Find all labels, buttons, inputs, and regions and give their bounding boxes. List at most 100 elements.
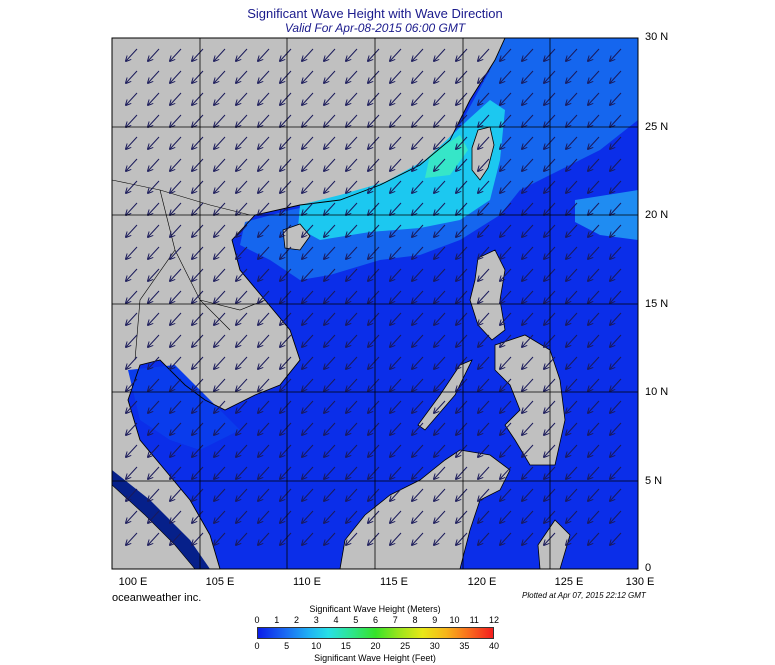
wave-arrow [610, 334, 622, 347]
wave-arrow [170, 246, 182, 259]
wave-arrow [126, 224, 138, 237]
wave-arrow [434, 48, 446, 61]
wave-arrow [236, 290, 248, 303]
wave-arrow [544, 422, 556, 435]
wave-arrow [236, 268, 248, 281]
wave-arrow [324, 356, 336, 369]
wave-arrow [544, 510, 556, 523]
wave-arrow [412, 312, 424, 325]
wave-arrow [214, 532, 226, 545]
wave-arrow [192, 510, 204, 523]
wave-arrow [126, 532, 138, 545]
wave-arrow [456, 70, 468, 83]
wave-arrow [434, 180, 446, 193]
wave-arrow [324, 48, 336, 61]
wave-arrow [412, 400, 424, 413]
lat-label: 30 N [645, 31, 669, 43]
wave-arrow [192, 114, 204, 127]
wave-arrow [214, 378, 226, 391]
wave-arrow [346, 70, 358, 83]
wave-arrow [302, 400, 314, 413]
colorbar-feet-tick: 10 [311, 641, 322, 651]
wave-arrow [170, 532, 182, 545]
wave-arrow [280, 378, 292, 391]
wave-arrow [412, 246, 424, 259]
hainan-island [282, 223, 311, 251]
wave-arrow [126, 488, 138, 501]
country-borders [112, 179, 266, 361]
wave-arrow [434, 488, 446, 501]
wave-arrow [214, 422, 226, 435]
wave-arrow [346, 378, 358, 391]
wave-arrow [126, 268, 138, 281]
wave-arrow [434, 158, 446, 171]
wave-arrow [280, 180, 292, 193]
wave-arrow [280, 114, 292, 127]
wave-arrow [412, 268, 424, 281]
wave-arrow [258, 268, 270, 281]
wave-arrow [588, 488, 600, 501]
wave-arrow [126, 400, 138, 413]
wave-arrow [522, 136, 534, 149]
wave-arrow [148, 378, 160, 391]
wave-arrow [522, 356, 534, 369]
wave-arrow [456, 136, 468, 149]
wave-arrow [346, 466, 358, 479]
wave-arrow [346, 202, 358, 215]
colorbar-meters-tick: 8 [412, 615, 418, 625]
wave-arrow [280, 312, 292, 325]
wave-arrow [302, 202, 314, 215]
wave-arrow [522, 202, 534, 215]
wave-arrow [236, 136, 248, 149]
wave-arrow [522, 224, 534, 237]
wave-arrow [236, 202, 248, 215]
wave-arrow [302, 466, 314, 479]
wave-arrow [390, 202, 402, 215]
wave-arrow [346, 488, 358, 501]
wave-arrow [324, 334, 336, 347]
wave-arrow [346, 48, 358, 61]
wave-arrow [192, 488, 204, 501]
colorbar-meters-tick: 10 [449, 615, 460, 625]
wave-arrow [566, 70, 578, 83]
wave-arrow [434, 70, 446, 83]
wave-arrow [522, 158, 534, 171]
wave-arrow [434, 136, 446, 149]
wave-arrow [456, 114, 468, 127]
ocean-high-zone [298, 100, 505, 240]
wave-arrow [456, 246, 468, 259]
wave-arrow [412, 114, 424, 127]
wave-arrow [170, 158, 182, 171]
wave-arrow [588, 114, 600, 127]
wave-arrow [610, 114, 622, 127]
wave-arrow [302, 378, 314, 391]
wave-arrow [346, 400, 358, 413]
borneo-island [339, 449, 511, 569]
wave-arrow [324, 422, 336, 435]
wave-arrow [280, 532, 292, 545]
wave-arrow [610, 48, 622, 61]
wave-arrow [192, 444, 204, 457]
map-frame [111, 37, 639, 570]
wave-arrow [148, 400, 160, 413]
wave-arrow [522, 378, 534, 391]
wave-arrow [192, 70, 204, 83]
wave-arrow [236, 532, 248, 545]
wave-arrow [500, 312, 512, 325]
wave-arrow [566, 400, 578, 413]
lat-label: 0 [645, 562, 652, 574]
wave-arrow [456, 466, 468, 479]
wave-arrow [500, 466, 512, 479]
colorbar-meters-tick: 5 [353, 615, 359, 625]
wave-arrow [610, 290, 622, 303]
wave-arrow [192, 48, 204, 61]
wave-arrow [214, 290, 226, 303]
wave-arrow [170, 268, 182, 281]
wave-arrow [148, 356, 160, 369]
wave-arrow [544, 290, 556, 303]
wave-arrow [456, 356, 468, 369]
wave-arrow [434, 114, 446, 127]
wave-arrow [280, 202, 292, 215]
wave-arrow [522, 70, 534, 83]
